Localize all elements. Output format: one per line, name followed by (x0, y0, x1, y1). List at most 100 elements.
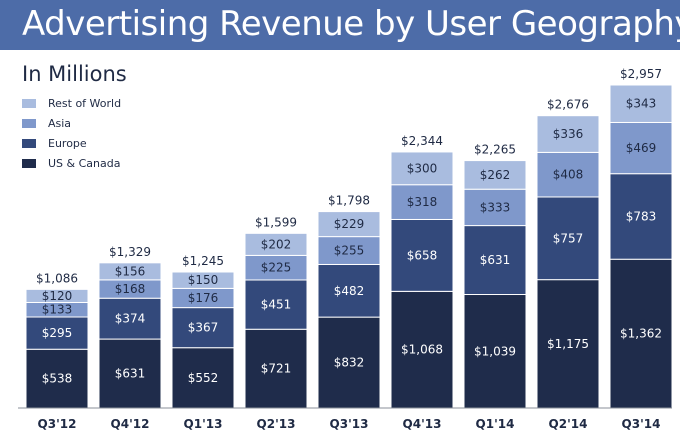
total-label: $1,245 (182, 254, 224, 268)
data-label: $336 (553, 127, 584, 141)
legend-label: Europe (48, 137, 87, 150)
data-label: $783 (626, 209, 657, 223)
legend-swatch (22, 139, 36, 148)
data-label: $832 (334, 356, 365, 370)
chart-subtitle: In Millions (22, 62, 127, 86)
data-label: $133 (42, 303, 73, 317)
legend-swatch (22, 99, 36, 108)
data-label: $333 (480, 200, 511, 214)
x-tick-label: Q3'12 (38, 417, 77, 431)
data-label: $1,068 (401, 343, 443, 357)
bar-segment (463, 294, 527, 409)
bar-segment (25, 316, 89, 350)
bar-segment (536, 151, 600, 198)
data-label: $1,175 (547, 337, 589, 351)
legend-item-rest-of-world: Rest of World (22, 97, 121, 110)
data-label: $408 (553, 168, 584, 182)
data-label: $225 (261, 261, 292, 275)
bar-segment (98, 262, 162, 281)
bar-segment (317, 211, 381, 238)
total-label: $1,329 (109, 245, 151, 259)
total-label: $1,086 (36, 271, 78, 285)
legend-label: Asia (48, 117, 72, 130)
bar-segment (98, 297, 162, 340)
bar-segment (536, 279, 600, 409)
data-label: $295 (42, 326, 73, 340)
data-label: $658 (407, 248, 438, 262)
data-label: $343 (626, 97, 657, 111)
data-label: $367 (188, 321, 219, 335)
legend-item-europe: Europe (22, 137, 87, 150)
data-label: $262 (480, 168, 511, 182)
bar-segment (390, 290, 454, 409)
total-label: $1,798 (328, 194, 370, 208)
total-label: $2,344 (401, 134, 443, 148)
x-tick-label: Q3'14 (622, 417, 661, 431)
data-label: $469 (626, 141, 657, 155)
x-tick-label: Q3'13 (330, 417, 369, 431)
data-label: $538 (42, 372, 73, 386)
data-label: $318 (407, 195, 438, 209)
bar-segment (317, 236, 381, 265)
data-label: $631 (115, 367, 146, 381)
bar-segment (463, 225, 527, 296)
x-tick-label: Q4'12 (111, 417, 150, 431)
data-label: $757 (553, 231, 584, 245)
data-label: $176 (188, 291, 219, 305)
data-label: $150 (188, 273, 219, 287)
bar-segment (171, 271, 235, 289)
bar-segment (244, 279, 308, 330)
bar-segment (25, 348, 89, 409)
title-banner: Advertising Revenue by User Geography (0, 0, 680, 50)
data-label: $229 (334, 217, 365, 231)
x-tick-label: Q4'13 (403, 417, 442, 431)
bar-segment (609, 121, 673, 175)
legend-label: Rest of World (48, 97, 122, 110)
chart-title: Advertising Revenue by User Geography (22, 4, 680, 44)
x-tick-label: Q1'14 (476, 417, 515, 431)
bar-segment (609, 258, 673, 409)
total-label: $2,676 (547, 98, 589, 112)
x-tick-label: Q1'13 (184, 417, 223, 431)
legend-label: US & Canada (48, 157, 121, 170)
bar-segment (536, 115, 600, 153)
data-label: $1,362 (620, 327, 662, 341)
bar-segment (536, 196, 600, 281)
data-label: $255 (334, 244, 365, 258)
data-label: $631 (480, 253, 511, 267)
bar-segment (609, 84, 673, 123)
data-label: $1,039 (474, 344, 516, 358)
total-label: $1,599 (255, 215, 297, 229)
total-label: $2,265 (474, 143, 516, 157)
data-label: $300 (407, 161, 438, 175)
bar-segment (390, 151, 454, 186)
legend-swatch (22, 159, 36, 168)
bar-segment (244, 254, 308, 281)
bar-segment (317, 316, 381, 409)
bar-segment (25, 288, 89, 303)
data-label: $120 (42, 289, 73, 303)
x-tick-label: Q2'14 (549, 417, 588, 431)
data-label: $721 (261, 362, 292, 376)
data-label: $202 (261, 237, 292, 251)
data-label: $374 (115, 312, 146, 326)
bar-segment (609, 173, 673, 260)
bar-segment (244, 328, 308, 409)
bar-segment (98, 338, 162, 409)
total-label: $2,957 (620, 67, 662, 81)
bar-segment (463, 160, 527, 190)
bar-segment (317, 263, 381, 318)
data-label: $168 (115, 282, 146, 296)
bar-segment (171, 307, 235, 349)
x-tick-label: Q2'13 (257, 417, 296, 431)
legend-item-us-canada: US & Canada (22, 157, 120, 170)
legend-swatch (22, 119, 36, 128)
data-label: $451 (261, 298, 292, 312)
bar-segment (463, 188, 527, 227)
bar-segment (390, 218, 454, 292)
data-label: $482 (334, 284, 365, 298)
data-label: $552 (188, 371, 219, 385)
bar-segment (244, 232, 308, 256)
bar-segment (390, 184, 454, 220)
